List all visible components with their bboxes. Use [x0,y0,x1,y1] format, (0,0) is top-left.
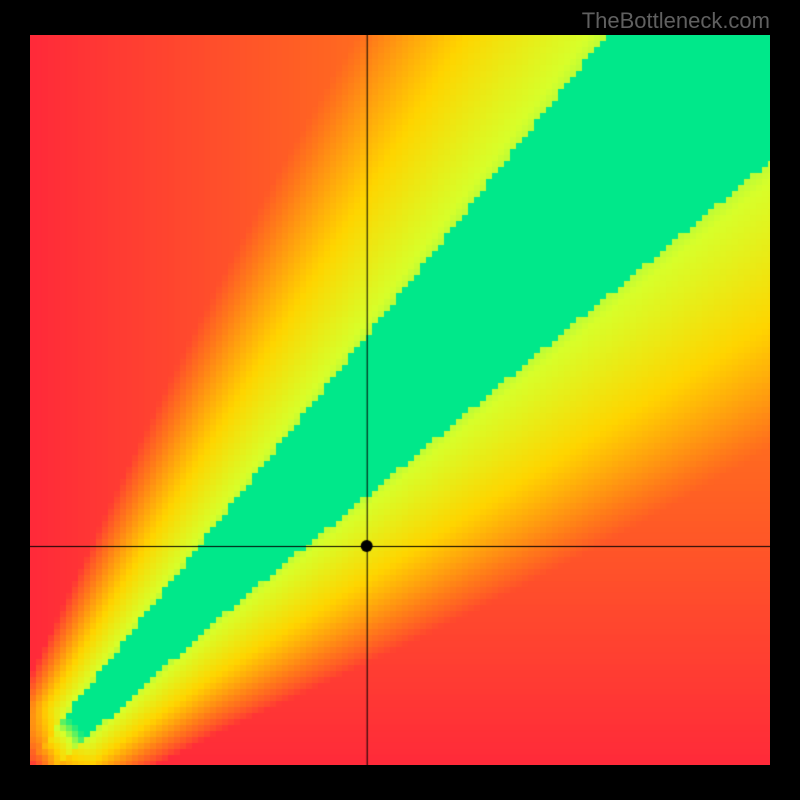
watermark-text: TheBottleneck.com [582,8,770,34]
bottleneck-heatmap [30,35,770,765]
heatmap-canvas [30,35,770,765]
